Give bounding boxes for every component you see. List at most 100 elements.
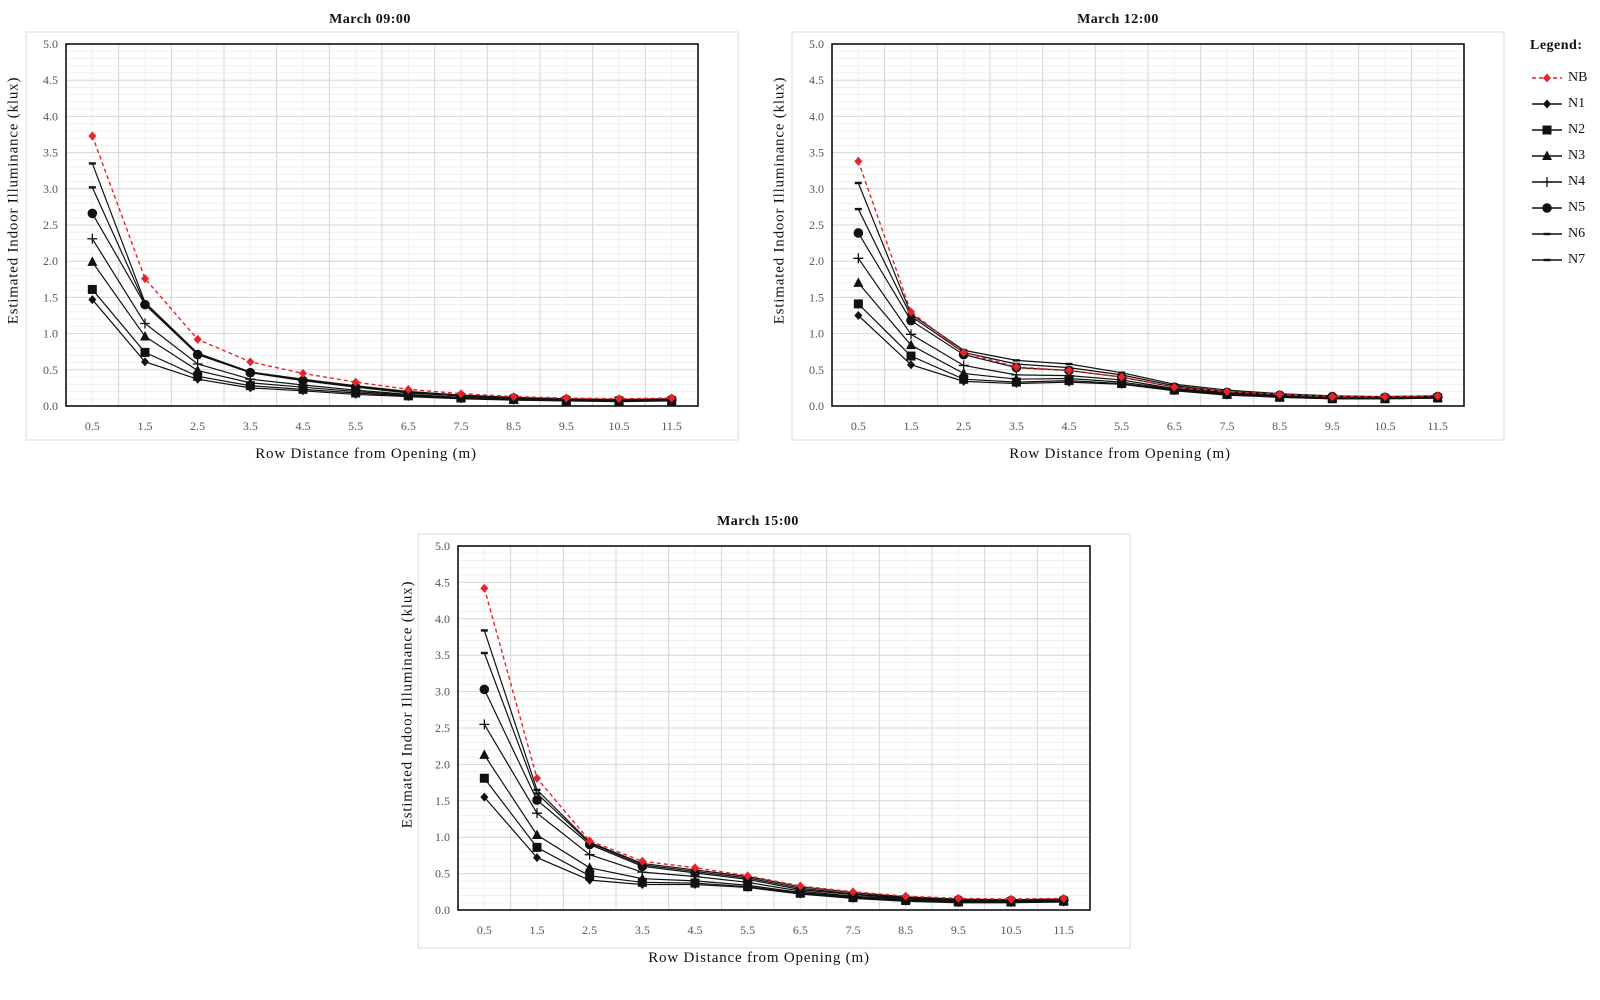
x-tick-label: 0.5 bbox=[477, 923, 492, 937]
legend-item-n1: N1 bbox=[1530, 94, 1600, 116]
series-line bbox=[857, 282, 1438, 399]
data-point bbox=[1328, 392, 1337, 402]
legend-label: NB bbox=[1568, 70, 1588, 85]
legend-item-n5: N5 bbox=[1530, 198, 1600, 220]
y-tick-label: 0.5 bbox=[809, 363, 824, 377]
legend-item-n6: N6 bbox=[1530, 224, 1600, 246]
legend-swatch bbox=[1532, 258, 1562, 262]
data-point bbox=[584, 862, 595, 872]
series-line bbox=[483, 777, 1064, 903]
data-point bbox=[141, 274, 149, 284]
data-point bbox=[141, 302, 149, 306]
series-line bbox=[483, 796, 1064, 904]
x-tick-label: 5.5 bbox=[348, 419, 363, 433]
y-tick-label: 0.0 bbox=[809, 399, 824, 413]
data-point bbox=[299, 368, 307, 378]
x-tick-label: 10.5 bbox=[609, 419, 630, 433]
data-point bbox=[479, 749, 490, 759]
legend-swatch bbox=[1532, 177, 1562, 187]
data-point bbox=[192, 365, 203, 375]
data-point bbox=[1012, 362, 1021, 372]
data-point bbox=[1223, 387, 1231, 397]
x-tick-label: 9.5 bbox=[1325, 419, 1340, 433]
plot-area-border bbox=[831, 43, 1465, 407]
data-point bbox=[1065, 366, 1073, 376]
data-point bbox=[1007, 894, 1015, 904]
legend-marker bbox=[1542, 177, 1552, 187]
chart-title: March 09:00 bbox=[329, 12, 411, 27]
x-tick-label: 2.5 bbox=[190, 419, 205, 433]
y-tick-label: 2.5 bbox=[809, 218, 824, 232]
x-axis-label: Row Distance from Opening (m) bbox=[1009, 446, 1231, 462]
data-point bbox=[404, 384, 413, 394]
data-point bbox=[743, 871, 752, 881]
chart-title: March 12:00 bbox=[1077, 12, 1159, 27]
x-axis-label: Row Distance from Opening (m) bbox=[255, 446, 477, 462]
legend-item-nb: NB bbox=[1530, 68, 1600, 90]
series-line bbox=[483, 630, 1064, 901]
data-point bbox=[906, 351, 916, 361]
y-tick-label: 1.5 bbox=[809, 290, 824, 304]
legend-swatch bbox=[1532, 203, 1562, 213]
legend-swatch bbox=[1532, 232, 1562, 236]
data-point bbox=[87, 256, 98, 266]
x-tick-label: 11.5 bbox=[661, 419, 682, 433]
chart-title: March 15:00 bbox=[717, 514, 799, 529]
data-point bbox=[853, 253, 864, 264]
y-tick-label: 1.0 bbox=[809, 327, 824, 341]
series-line bbox=[857, 303, 1438, 400]
x-tick-label: 8.5 bbox=[1272, 419, 1287, 433]
x-tick-label: 7.5 bbox=[1220, 419, 1235, 433]
y-tick-label: 3.0 bbox=[43, 182, 58, 196]
legend-item-n7: N7 bbox=[1530, 250, 1600, 272]
series-line bbox=[91, 187, 672, 401]
x-tick-label: 4.5 bbox=[1062, 419, 1077, 433]
y-tick-label: 3.0 bbox=[435, 685, 450, 699]
x-tick-label: 7.5 bbox=[846, 923, 861, 937]
data-point bbox=[140, 347, 150, 357]
data-point bbox=[958, 360, 969, 371]
x-axis-label: Row Distance from Opening (m) bbox=[648, 950, 870, 966]
x-tick-label: 6.5 bbox=[1167, 419, 1182, 433]
data-point bbox=[457, 389, 465, 399]
data-point bbox=[585, 836, 594, 846]
y-tick-label: 2.5 bbox=[43, 218, 58, 232]
data-point bbox=[88, 162, 96, 165]
chart-plot: 0.0 0.5 1.0 1.5 2.0 2.5 3.0 3.5 4.0 4.5 5.0 0.5 1.5 2… bbox=[25, 31, 739, 441]
legend-marker bbox=[1542, 125, 1552, 135]
series-line bbox=[91, 163, 672, 401]
data-point bbox=[140, 318, 150, 329]
x-tick-label: 5.5 bbox=[740, 923, 755, 937]
data-point bbox=[532, 842, 542, 852]
y-tick-label: 1.5 bbox=[43, 290, 58, 304]
y-tick-label: 5.0 bbox=[809, 37, 824, 51]
data-point bbox=[533, 788, 541, 792]
legend-label: N2 bbox=[1568, 122, 1586, 137]
y-tick-label: 3.5 bbox=[809, 146, 824, 160]
data-point bbox=[1065, 362, 1073, 366]
y-tick-label: 0.5 bbox=[43, 363, 58, 377]
data-point bbox=[907, 307, 915, 317]
data-point bbox=[562, 393, 571, 403]
data-point bbox=[246, 370, 254, 374]
y-axis-label: Estimated Indoor Illuminance (klux) bbox=[771, 76, 788, 325]
y-tick-label: 4.0 bbox=[809, 109, 824, 123]
y-tick-label: 1.0 bbox=[43, 327, 58, 341]
data-point bbox=[1170, 382, 1179, 392]
data-point bbox=[854, 207, 862, 211]
data-point bbox=[194, 351, 202, 355]
data-point bbox=[87, 208, 98, 219]
series-line bbox=[483, 754, 1064, 903]
data-point bbox=[88, 186, 96, 189]
y-tick-label: 4.0 bbox=[435, 612, 450, 626]
data-point bbox=[480, 629, 488, 632]
data-point bbox=[901, 891, 910, 901]
y-tick-label: 0.0 bbox=[43, 399, 58, 413]
data-point bbox=[584, 849, 595, 860]
data-point bbox=[246, 357, 255, 367]
x-tick-label: 8.5 bbox=[898, 923, 913, 937]
data-point bbox=[615, 394, 623, 404]
legend-marker bbox=[1542, 150, 1552, 160]
x-tick-label: 3.5 bbox=[1009, 419, 1024, 433]
legend-item-n4: N4 bbox=[1530, 172, 1600, 194]
